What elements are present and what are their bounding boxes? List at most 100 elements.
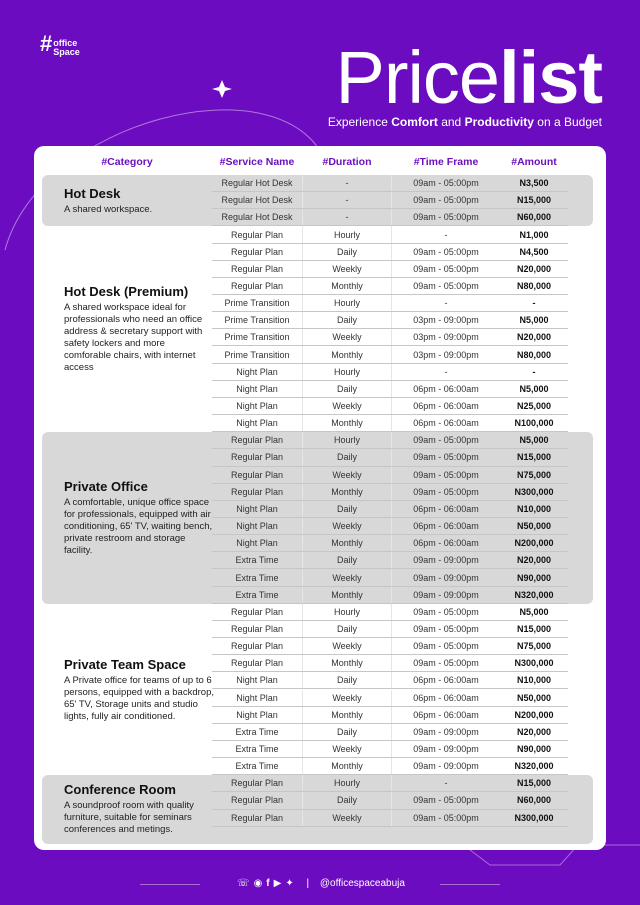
time-frame: 06pm - 06:00am xyxy=(413,503,479,514)
service-name: Regular Plan xyxy=(230,452,284,463)
amount: N15,000 xyxy=(516,452,552,463)
service-name: Night Plan xyxy=(236,383,278,394)
service-name: Night Plan xyxy=(236,418,278,429)
service-name: Regular Plan xyxy=(230,658,284,669)
amount: N50,000 xyxy=(516,692,552,703)
amount: N90,000 xyxy=(516,572,552,583)
amount: N60,000 xyxy=(516,212,552,223)
duration: Hourly xyxy=(302,363,392,380)
amount: N300,000 xyxy=(514,812,554,823)
twitter-icon[interactable]: ✦ xyxy=(285,878,294,889)
amount: N15,000 xyxy=(516,195,552,206)
duration: Weekly xyxy=(302,466,392,483)
table-row: Regular Plan Daily 09am - 05:00pm N15,000 xyxy=(212,620,568,639)
service-name: Regular Plan xyxy=(230,778,284,789)
duration: Weekly xyxy=(302,809,392,826)
footer-separator: | xyxy=(306,878,310,889)
time-frame: 06pm - 06:00am xyxy=(413,401,479,411)
amount: N3,500 xyxy=(519,178,549,189)
brand-line2: Space xyxy=(53,47,80,57)
table-row: Regular Plan Monthly 09am - 05:00pm N300,00… xyxy=(212,655,568,673)
duration: Hourly xyxy=(302,295,392,312)
duration: Monthly xyxy=(302,483,392,500)
amount: N5,000 xyxy=(519,435,549,446)
table-row: Regular Plan Daily 09am - 05:00pm N15,000 xyxy=(212,449,568,467)
amount: - xyxy=(532,298,536,309)
table-row: Regular Plan Hourly - N1,000 xyxy=(212,226,568,244)
time-frame: 09am - 05:00pm xyxy=(413,212,479,223)
time-frame: 09am - 09:00pm xyxy=(413,761,479,772)
page-title: Pricelist xyxy=(335,36,603,119)
duration: Hourly xyxy=(302,226,392,243)
duration: Hourly xyxy=(302,775,392,792)
table-row: Prime Transition Daily 03pm - 09:00pm N5,00… xyxy=(212,312,568,330)
time-frame: 06pm - 06:00am xyxy=(413,709,479,720)
time-frame: 09am - 05:00pm xyxy=(413,812,479,823)
category-description: A soundproof room with quality furniture… xyxy=(64,800,194,836)
duration: Daily xyxy=(302,312,392,329)
social-handle[interactable]: @officespaceabuja xyxy=(319,878,405,889)
duration: Monthly xyxy=(302,535,392,552)
hash-icon: # xyxy=(40,31,53,56)
service-name: Regular Plan xyxy=(230,623,284,634)
subtitle: Experience Comfort and Productivity on a… xyxy=(328,115,602,129)
table-row: Regular Plan Weekly 09am - 05:00pm N20,000 xyxy=(212,260,568,278)
category-description: A comfortable, unique office space for p… xyxy=(64,497,213,556)
time-frame: 09am - 05:00pm xyxy=(413,263,479,274)
divider xyxy=(440,884,500,885)
time-frame: 09am - 05:00pm xyxy=(413,195,479,206)
amount: N320,000 xyxy=(514,589,554,600)
amount: N300,000 xyxy=(514,486,554,497)
time-frame: 09am - 09:00pm xyxy=(413,726,479,737)
category-group: Conference Room A soundproof room with qu… xyxy=(42,775,593,844)
amount: N320,000 xyxy=(514,761,554,772)
table-row: Prime Transition Monthly 03pm - 09:00pm N80… xyxy=(212,346,568,364)
time-frame: 03pm - 09:00pm xyxy=(413,349,479,360)
service-name: Regular Hot Desk xyxy=(221,212,293,223)
category-name: Hot Desk (Premium) xyxy=(64,284,189,300)
whatsapp-icon[interactable]: ☏ xyxy=(237,878,250,889)
service-name: Regular Plan xyxy=(230,641,284,652)
category-name: Hot Desk xyxy=(64,185,121,201)
amount: N100,000 xyxy=(514,418,554,429)
brand-logo: # office Space xyxy=(40,31,80,57)
facebook-icon[interactable]: f xyxy=(266,878,270,889)
amount: N5,000 xyxy=(519,606,549,617)
table-row: Regular Plan Weekly 09am - 05:00pm N300,000 xyxy=(212,809,568,827)
category-info: Hot Desk (Premium) A shared workspace ide… xyxy=(64,284,214,374)
table-row: Regular Hot Desk - 09am - 05:00pm N3,500 xyxy=(212,175,568,193)
amount: N20,000 xyxy=(516,726,552,737)
service-name: Extra Time xyxy=(235,726,279,737)
column-header: #Amount xyxy=(511,156,557,168)
duration: Monthly xyxy=(302,415,392,432)
amount: N15,000 xyxy=(516,778,552,789)
category-description: A shared workspace. xyxy=(64,203,153,215)
amount: N300,000 xyxy=(514,658,554,669)
duration: Weekly xyxy=(302,638,392,655)
category-group: Private Office A comfortable, unique offi… xyxy=(42,432,593,604)
time-frame: 09am - 05:00pm xyxy=(413,178,479,189)
amount: N75,000 xyxy=(516,641,552,652)
duration: Hourly xyxy=(302,432,392,449)
time-frame: 03pm - 09:00pm xyxy=(413,332,479,343)
category-description: A shared workspace ideal for professiona… xyxy=(64,302,203,374)
youtube-icon[interactable]: ▶ xyxy=(273,878,282,889)
duration: Daily xyxy=(302,243,392,260)
title-bold: list xyxy=(499,36,603,119)
duration: Weekly xyxy=(302,689,392,706)
table-row: Night Plan Weekly 06pm - 06:00am N50,000 xyxy=(212,689,568,707)
time-frame: 06pm - 06:00am xyxy=(413,692,479,703)
service-name: Night Plan xyxy=(236,366,278,377)
category-info: Private Office A comfortable, unique offi… xyxy=(64,479,214,557)
service-name: Regular Hot Desk xyxy=(221,178,293,189)
amount: N10,000 xyxy=(516,503,552,514)
table-row: Regular Plan Hourly 09am - 05:00pm N5,000 xyxy=(212,603,568,621)
table-row: Night Plan Monthly 06pm - 06:00am N100,000 xyxy=(212,415,568,433)
service-name: Regular Plan xyxy=(230,795,284,806)
service-name: Extra Time xyxy=(235,589,279,600)
duration: Monthly xyxy=(302,706,392,723)
instagram-icon[interactable]: ◉ xyxy=(253,878,263,889)
service-name: Night Plan xyxy=(236,692,278,703)
duration: Weekly xyxy=(302,397,392,415)
time-frame: - xyxy=(444,778,448,789)
